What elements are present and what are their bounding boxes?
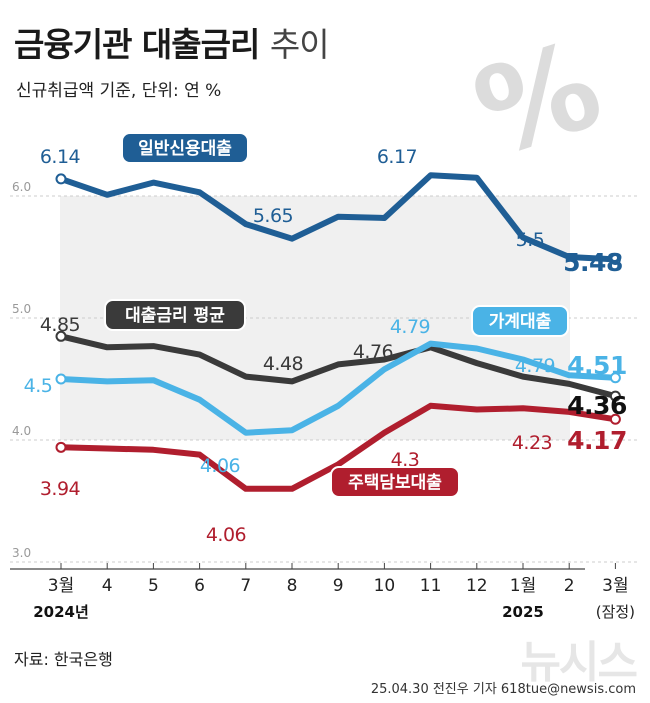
data-label-household: 4.5 [24,375,53,397]
data-label-average: 4.48 [263,353,303,375]
chart-title-main: 금융기관 대출금리 [14,25,260,64]
chart-title: 금융기관 대출금리 추이 [14,18,330,66]
x-tick-label: 7 [240,576,251,596]
series-endpoint-mortgage [55,441,67,453]
series-tag-mortgage [330,466,460,498]
year-label: 2025 [502,603,544,621]
chart-title-sub: 추이 [269,25,330,64]
data-label-household: 4.79 [390,316,430,338]
y-tick-label: 5.0 [12,302,31,316]
data-label-mortgage: 4.3 [391,449,420,471]
data-label-average: 4.36 [567,391,627,420]
series-endpoint-household [609,372,621,384]
series-endpoint-average [609,390,621,402]
series-line-household [58,340,619,436]
data-label-average: 4.76 [353,341,393,363]
x-tick-label: 12 [466,576,488,596]
series-tag-label-average: 대출금리 평균 [125,306,225,326]
data-label-credit: 6.17 [377,146,417,168]
series-line-average [58,333,619,400]
data-label-credit: 5.48 [563,248,623,277]
x-tick-label: 4 [102,576,113,596]
series-tag-label-household: 가계대출 [489,312,552,332]
data-label-mortgage: 4.23 [512,432,552,454]
series-endpoint-household [55,373,67,385]
x-tick-label: 1월 [510,576,536,596]
series-endpoint-mortgage [609,413,621,425]
percent-icon: % [459,15,616,184]
data-label-mortgage: 4.06 [206,524,246,546]
series-line-credit [58,172,619,263]
year-label: 2024년 [33,603,89,621]
y-tick-label: 3.0 [12,546,31,560]
data-label-average: 4.85 [40,314,80,336]
x-tick-label: 3월 [602,576,628,596]
data-label-credit: 5.5 [516,229,545,251]
x-tick-label: 2 [564,576,575,596]
data-label-credit: 5.65 [253,205,293,227]
x-tick-label: 6 [194,576,205,596]
data-label-household: 4.51 [567,351,627,380]
x-tick-label: 10 [374,576,396,596]
series-endpoint-credit [609,253,621,265]
watermark-logo: 뉴시스 [520,637,638,688]
data-label-mortgage: 3.94 [40,478,81,500]
y-tick-label: 6.0 [12,180,31,194]
series-line-mortgage [58,402,619,492]
byline-credit: 25.04.30 전진우 기자 618tue@newsis.com [370,682,636,697]
series-tag-credit [121,132,249,164]
data-label-household: 4.79 [515,355,555,377]
series-tag-average [104,299,246,331]
series-endpoint-average [55,330,67,342]
source-note: 자료: 한국은행 [14,650,113,669]
x-tick-label: 3월 [48,576,74,596]
data-label-credit: 6.14 [40,146,81,168]
series-endpoint-credit [55,173,67,185]
x-tick-label: 5 [148,576,159,596]
x-tick-label: 11 [420,576,442,596]
x-tick-label: 8 [287,576,298,596]
series-tag-label-mortgage: 주택담보대출 [348,473,442,493]
data-label-household: 4.06 [200,455,240,477]
chart-subtitle: 신규취급액 기준, 단위: 연 % [16,81,222,101]
series-tag-label-credit: 일반신용대출 [138,139,232,159]
provisional-note: (잠정) [596,603,635,621]
data-label-mortgage: 4.17 [567,426,627,455]
series-tag-household [471,305,569,337]
x-tick-label: 9 [333,576,344,596]
y-tick-label: 4.0 [12,424,31,438]
